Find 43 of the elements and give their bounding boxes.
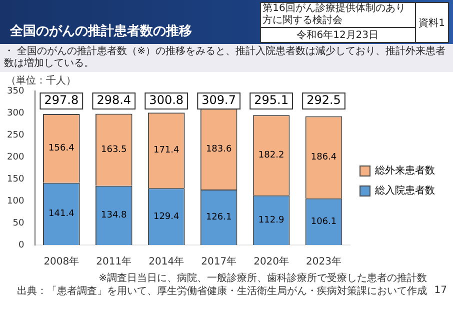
y-tick-label: 100 [6, 196, 24, 206]
x-tick-label: 2014年 [148, 256, 184, 268]
x-tick-label: 2008年 [44, 256, 80, 268]
data-label: 171.4 [153, 146, 180, 156]
source-note: 出典：「患者調査」を用いて、厚生労働省健康・生活衛生局がん・疾病対策課において作成 [17, 285, 427, 298]
data-label: 186.4 [310, 152, 337, 163]
x-tick-label: 2011年 [96, 256, 132, 268]
total-label: 298.4 [96, 93, 132, 108]
chart-subtitle: ・ 全国のがんの推計患者数（※）の推移をみると、推計入院患者数は減少しており、推計外来患者数は増加している。 [0, 44, 453, 72]
y-tick-label: 350 [6, 86, 24, 96]
x-tick-label: 2017年 [201, 256, 237, 268]
y-tick-label: 250 [6, 130, 24, 140]
text: 17 [434, 285, 447, 296]
data-label: 129.4 [153, 212, 180, 222]
data-label: 126.1 [206, 212, 232, 223]
text: 第16回がん診療提供体制のあり方に関する検討会 [260, 3, 415, 28]
data-label: 182.2 [258, 150, 284, 161]
legend-label: 総外来患者数 [374, 164, 435, 177]
data-label: 163.5 [101, 145, 127, 156]
y-axis-title: （単位：千人） [6, 74, 76, 87]
y-tick-label: 0 [18, 240, 24, 250]
text: 令和6年12月23日 [296, 28, 380, 42]
total-label: 295.1 [254, 93, 288, 108]
data-label: 112.9 [258, 216, 284, 226]
total-label: 300.8 [149, 93, 184, 108]
x-tick-label: 2023年 [306, 256, 342, 268]
legend-label: 総入院患者数 [374, 184, 435, 197]
x-tick-label: 2020年 [254, 256, 290, 268]
y-tick-label: 200 [6, 152, 24, 162]
total-label: 297.8 [44, 93, 79, 108]
data-label: 141.4 [48, 209, 75, 220]
text: 資料1 [418, 16, 446, 30]
y-tick-label: 50 [12, 218, 24, 228]
y-tick-label: 150 [6, 174, 24, 184]
data-label: 183.6 [206, 144, 232, 154]
text: ※調査日当日に、病院、一般診療所、歯科診療所で受療した患者の推計数 [98, 272, 427, 285]
data-label: 156.4 [48, 144, 75, 154]
chart-title: 全国のがんの推計患者数の推移 [10, 22, 192, 40]
total-label: 309.7 [202, 93, 236, 108]
y-tick-label: 300 [6, 108, 24, 118]
total-label: 292.5 [306, 93, 341, 108]
data-label: 106.1 [310, 217, 337, 227]
data-label: 134.8 [101, 210, 128, 221]
